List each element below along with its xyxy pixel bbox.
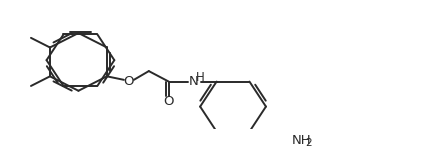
Text: N: N xyxy=(189,75,198,88)
Text: H: H xyxy=(196,71,205,84)
Text: O: O xyxy=(164,95,174,108)
Text: 2: 2 xyxy=(305,138,312,147)
Text: NH: NH xyxy=(292,134,311,147)
Text: O: O xyxy=(123,75,134,88)
